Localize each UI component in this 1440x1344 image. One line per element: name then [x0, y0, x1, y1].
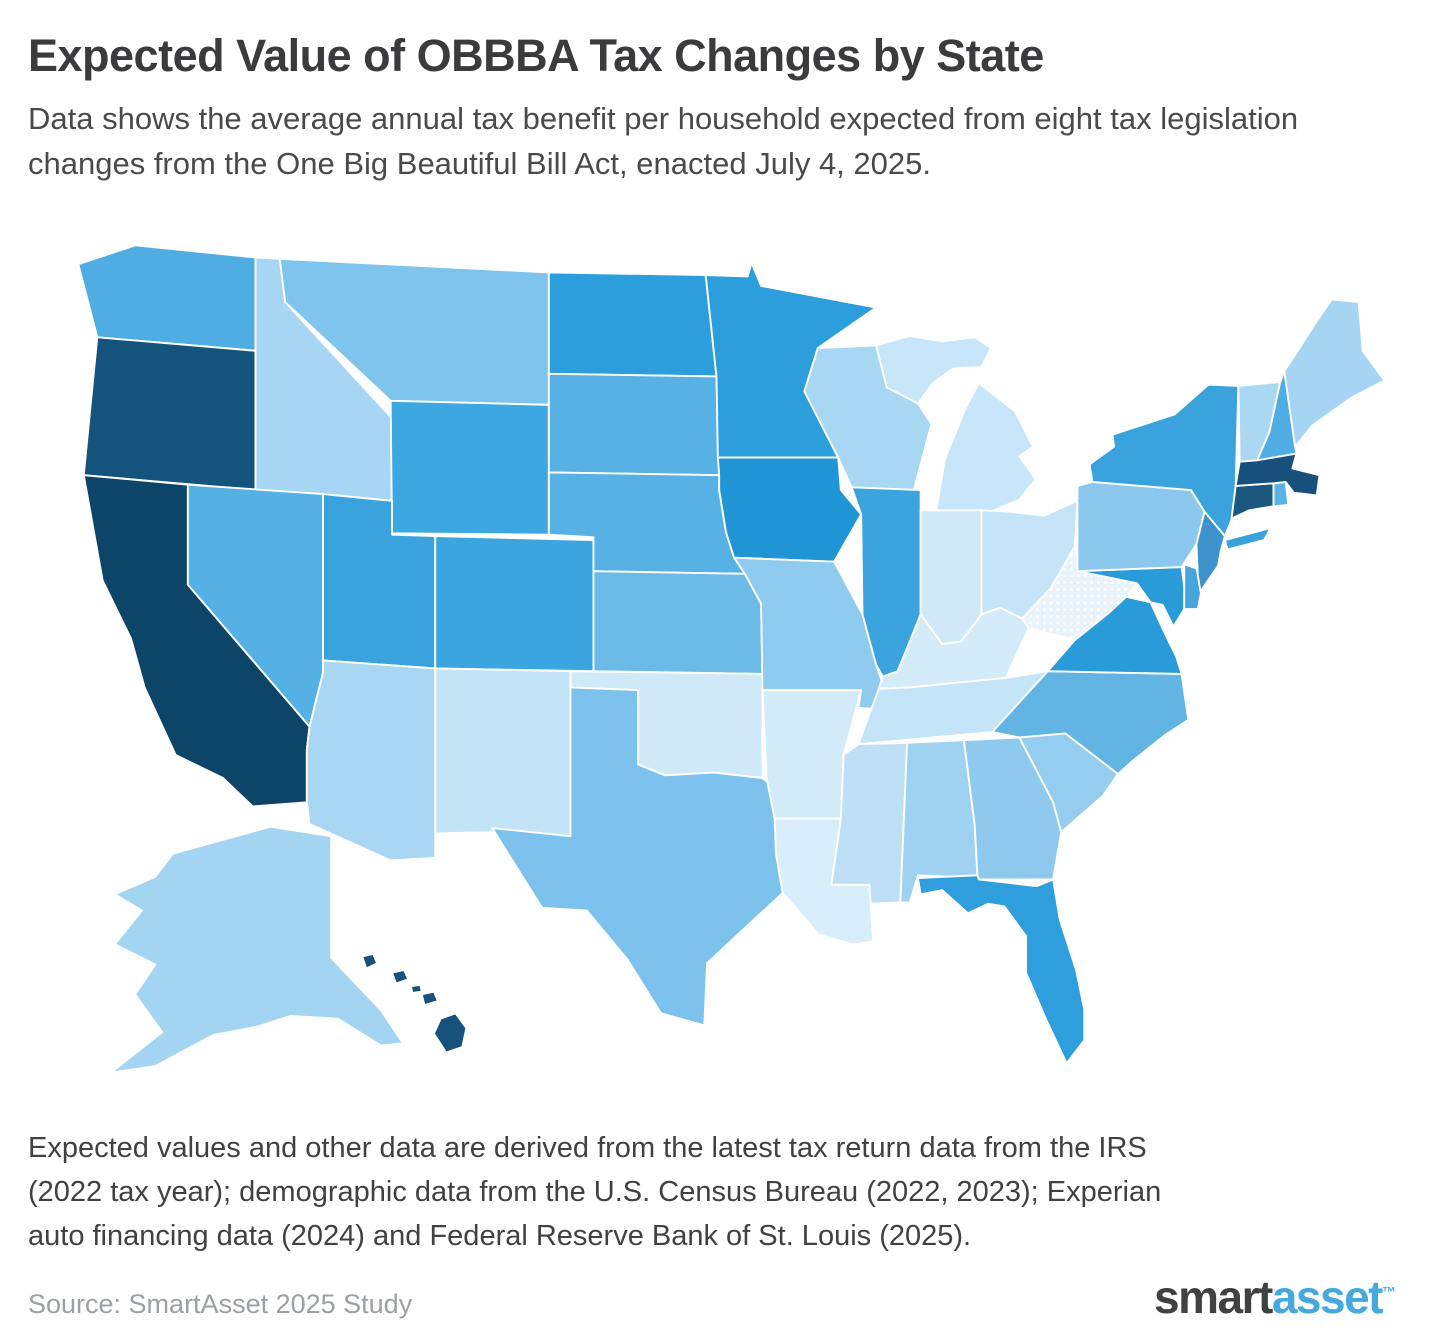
- logo-asset: asset: [1271, 1271, 1384, 1324]
- map-section: WashingtonOregonCaliforniaAlaskaHawaiiId…: [54, 221, 1400, 1086]
- state-co: Colorado: [434, 534, 595, 673]
- state-ks: Kansas: [592, 570, 764, 675]
- state-ky: Kentucky: [877, 606, 1030, 690]
- smartasset-logo: smartasset™: [1154, 1274, 1396, 1320]
- state-ct: Connecticut: [1230, 482, 1275, 520]
- page-title: Expected Value of OBBBA Tax Changes by S…: [28, 30, 1044, 81]
- state-nc: North Carolina: [991, 670, 1190, 775]
- state-az: Arizona: [305, 659, 437, 862]
- state-pa: Pennsylvania: [1076, 480, 1206, 572]
- state-wy: Wyoming: [389, 399, 550, 536]
- state-tx: Texas: [491, 686, 784, 1027]
- state-md: Maryland: [1076, 566, 1186, 628]
- state-or: Oregon: [82, 336, 257, 491]
- logo-smart: smart: [1154, 1271, 1273, 1324]
- state-ak: Alaska: [109, 825, 404, 1074]
- source-row: Source: SmartAsset 2025 Study smartasset…: [28, 1274, 1400, 1320]
- state-ri: Rhode Island: [1272, 480, 1290, 508]
- state-me: Maine: [1283, 298, 1386, 448]
- logo-trademark-icon: ™: [1382, 1284, 1396, 1301]
- state-in: Indiana: [919, 509, 983, 645]
- state-nj: New Jersey: [1195, 510, 1226, 593]
- state-mo: Missouri: [733, 556, 887, 710]
- page-subtitle: Data shows the average annual tax benefi…: [28, 100, 1299, 182]
- source-text: Source: SmartAsset 2025 Study: [28, 1289, 413, 1320]
- state-fl: Florida: [916, 874, 1086, 1065]
- methodology-note: Expected values and other data are deriv…: [28, 1132, 1162, 1253]
- state-hi: Hawaii: [361, 952, 468, 1054]
- state-wa: Washington: [77, 244, 257, 352]
- state-nm: New Mexico: [434, 667, 572, 837]
- state-ia: Iowa: [716, 456, 863, 563]
- states-layer: WashingtonOregonCaliforniaAlaskaHawaiiId…: [77, 244, 1386, 1074]
- state-mi: Michigan: [875, 334, 1037, 517]
- state-nd: North Dakota: [547, 271, 718, 378]
- state-ms: Mississippi: [830, 741, 909, 905]
- state-sd: South Dakota: [547, 372, 721, 476]
- us-map: WashingtonOregonCaliforniaAlaskaHawaiiId…: [77, 244, 1386, 1074]
